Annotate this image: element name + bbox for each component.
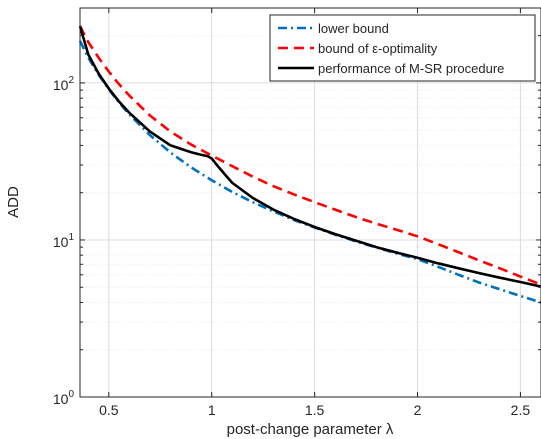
y-tick-label: 100 — [53, 389, 75, 407]
series-line-1 — [78, 40, 541, 304]
legend-label: performance of M-SR procedure — [318, 61, 504, 76]
x-tick-label: 2 — [414, 402, 422, 418]
x-axis-label: post-change parameter λ — [227, 421, 394, 438]
series-layer — [78, 25, 541, 304]
legend-label: bound of ε-optimality — [318, 41, 438, 56]
ticks: 0.5 1 1.5 2 2.5 100 101 102 — [53, 7, 541, 418]
axes — [79, 7, 541, 398]
x-tick-label: 1 — [208, 402, 216, 418]
legend-label: lower bound — [318, 21, 389, 36]
series-line-3 — [78, 25, 541, 288]
y-axis-label: ADD — [5, 186, 22, 218]
legend-box — [269, 14, 536, 82]
x-tick-label: 0.5 — [99, 402, 119, 418]
x-tick-label: 1.5 — [305, 402, 325, 418]
y-tick-label: 101 — [53, 232, 75, 250]
y-tick-label: 102 — [53, 75, 75, 93]
series-line-2 — [78, 25, 541, 286]
axes-box — [79, 7, 541, 398]
legend: lower bound bound of ε-optimality performa… — [269, 14, 536, 82]
x-tick-label: 2.5 — [511, 402, 531, 418]
